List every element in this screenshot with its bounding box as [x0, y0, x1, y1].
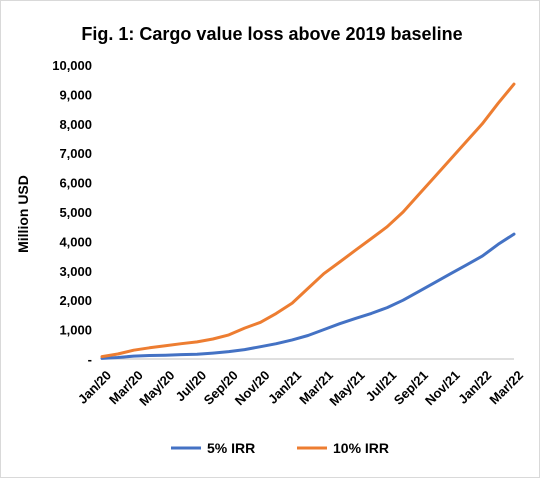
- x-tick-label: May/20: [136, 368, 177, 409]
- series-line-5-irr: [100, 232, 516, 360]
- legend-label: 10% IRR: [333, 440, 389, 456]
- y-tick-label: 8,000: [59, 117, 92, 132]
- y-axis-label: Million USD: [15, 175, 31, 253]
- x-tick-label: Nov/21: [422, 368, 463, 409]
- y-tick-label: 3,000: [59, 264, 92, 279]
- series-line-10-irr: [100, 82, 516, 359]
- y-tick-label: 10,000: [52, 58, 92, 73]
- y-tick-label: 1,000: [59, 323, 92, 338]
- x-axis-ticks: Jan/20Mar/20May/20Jul/20Sep/20Nov/20Jan/…: [75, 368, 526, 409]
- x-tick-label: Nov/20: [232, 368, 273, 409]
- y-tick-label: 9,000: [59, 87, 92, 102]
- x-tick-label: May/21: [326, 368, 367, 409]
- y-tick-label: 4,000: [59, 234, 92, 249]
- y-tick-label: 5,000: [59, 205, 92, 220]
- y-tick-label: 2,000: [59, 293, 92, 308]
- y-tick-label: -: [88, 352, 92, 367]
- x-tick-label: Jan/20: [75, 368, 114, 407]
- y-tick-label: 7,000: [59, 146, 92, 161]
- legend-label: 5% IRR: [207, 440, 255, 456]
- y-tick-label: 6,000: [59, 176, 92, 191]
- x-tick-label: Jan/21: [265, 368, 304, 407]
- legend: 5% IRR 10% IRR: [171, 440, 389, 456]
- chart-title: Fig. 1: Cargo value loss above 2019 base…: [81, 24, 462, 44]
- series-lines: [100, 82, 516, 360]
- x-tick-label: Jan/22: [455, 368, 494, 407]
- y-axis-ticks: - 1,000 2,000 3,000 4,000 5,000 6,000 7,000 8,00…: [52, 58, 92, 367]
- x-tick-label: Mar/22: [486, 368, 526, 408]
